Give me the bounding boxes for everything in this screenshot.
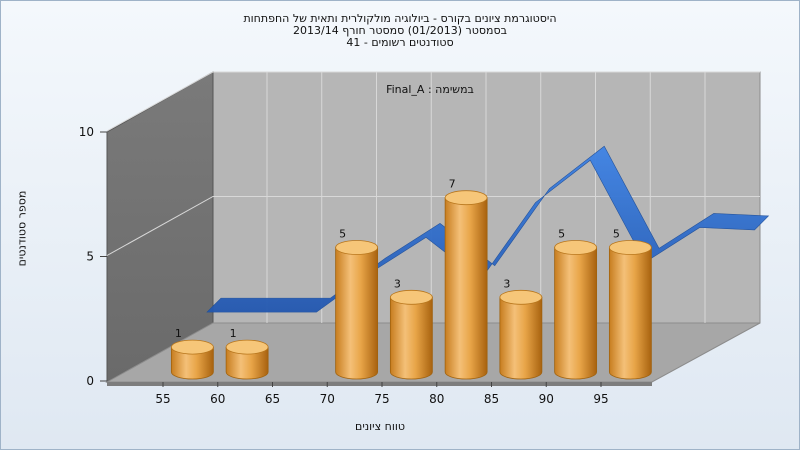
bar-value-label: 5 — [613, 228, 620, 241]
chart-annotation: במשימה : Final_A — [386, 83, 474, 96]
bar-value-label: 5 — [339, 228, 346, 241]
bar-value-label: 5 — [558, 228, 565, 241]
x-tick-label: 80 — [429, 392, 444, 406]
bar-value-label: 3 — [394, 277, 401, 290]
x-tick-label: 55 — [155, 392, 170, 406]
x-tick-label: 95 — [593, 392, 608, 406]
y-tick-label: 5 — [86, 250, 94, 264]
x-tick-label: 65 — [265, 392, 280, 406]
bar-value-label: 3 — [503, 277, 510, 290]
chart-title-line-1: היסטוגרמת ציונים בקורס - ביולוגיה מולקול… — [243, 12, 557, 25]
chart-title-line-3: סטודנטים רשומים - 41 — [346, 36, 454, 49]
bar-value-label: 1 — [175, 327, 182, 340]
bar: 5 — [335, 228, 379, 380]
x-tick-label: 60 — [210, 392, 225, 406]
bar: 1 — [225, 327, 269, 380]
bar: 7 — [444, 178, 488, 380]
bar-value-label: 7 — [449, 178, 456, 191]
x-tick-label: 90 — [539, 392, 554, 406]
y-axis-label: מספר סטודנטים — [15, 190, 29, 267]
chart-title-line-2: בסמסטר (01/2013) סמסטר חורף 2013/14 — [293, 24, 507, 37]
x-axis-label: טווח ציונים — [355, 420, 405, 433]
bar: 5 — [554, 228, 598, 380]
bar: 3 — [389, 277, 433, 380]
y-tick-label: 0 — [86, 374, 94, 388]
x-tick-label: 85 — [484, 392, 499, 406]
x-tick-label: 75 — [374, 392, 389, 406]
bar: 1 — [170, 327, 214, 380]
bar: 3 — [499, 277, 543, 380]
bar: 5 — [608, 228, 652, 380]
y-tick-label: 10 — [79, 125, 94, 139]
x-tick-label: 70 — [320, 392, 335, 406]
bar-value-label: 1 — [230, 327, 237, 340]
gridline-h — [106, 71, 760, 132]
gridline-h — [106, 196, 760, 256]
floor-edge — [107, 382, 652, 386]
